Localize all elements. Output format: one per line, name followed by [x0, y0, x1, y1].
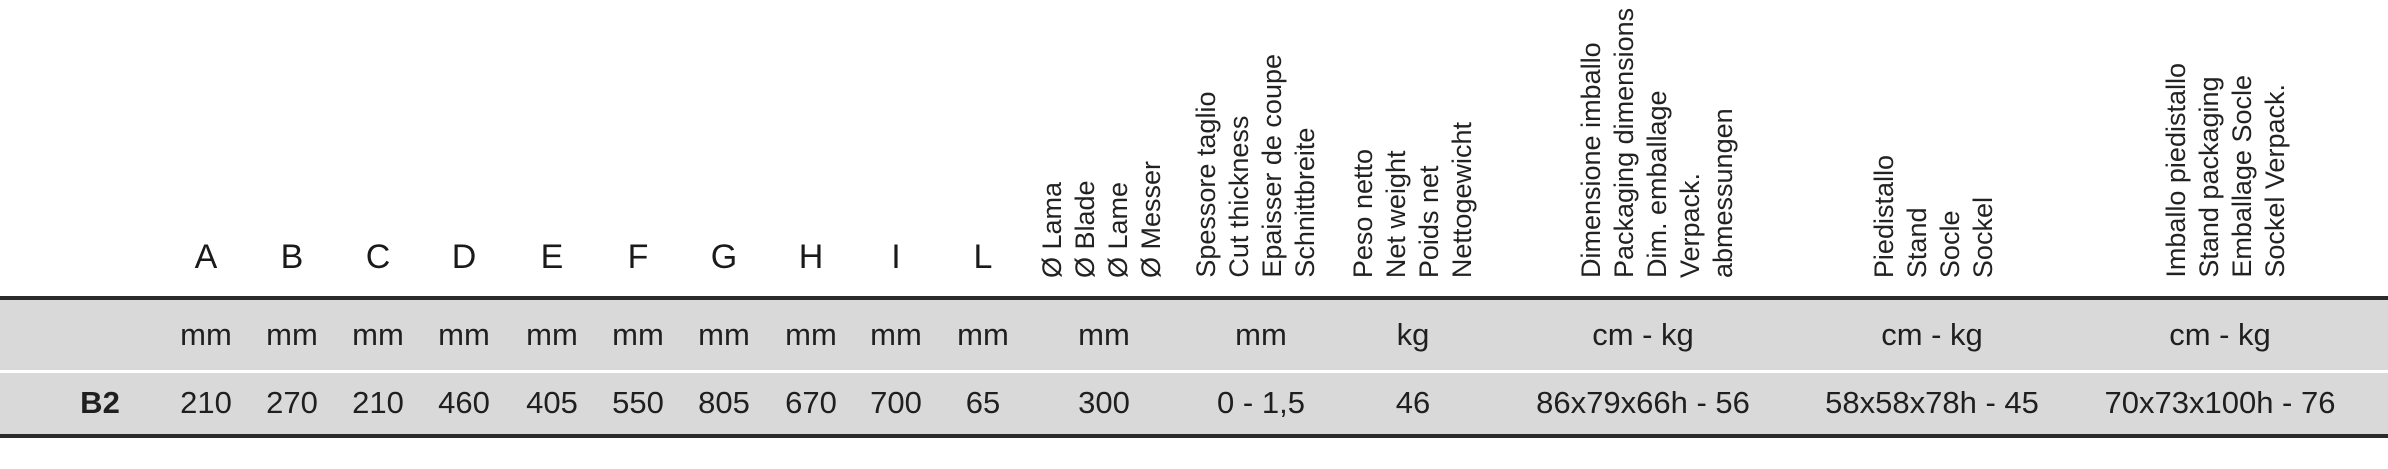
stand-packaging-label-de: Sockel Verpack.: [2260, 84, 2290, 278]
col-header-d: D: [451, 238, 477, 276]
col-header-stand-packaging: Imballo piedistallo Stand packaging Emba…: [2160, 63, 2292, 278]
col-header-e: E: [540, 238, 564, 276]
unit-cell: mm: [785, 317, 837, 352]
value-cell: 405: [526, 385, 578, 420]
cut-thickness-label-fr: Epaisser de coupe: [1257, 54, 1287, 278]
col-header-a: A: [194, 238, 218, 276]
unit-cell: mm: [870, 317, 922, 352]
stand-label-de: Sockel: [1968, 196, 1998, 278]
unit-cell: mm: [1235, 317, 1287, 352]
value-cell: 46: [1395, 385, 1431, 420]
value-cell: 58x58x78h - 45: [1825, 385, 2039, 420]
unit-cell: mm: [698, 317, 750, 352]
model-name: B2: [80, 385, 120, 420]
col-header-l: L: [973, 238, 993, 276]
blade-label-fr: Ø Lame: [1103, 181, 1133, 278]
value-cell: 70x73x100h - 76: [2104, 385, 2336, 420]
value-cell: 805: [698, 385, 750, 420]
value-cell: 550: [612, 385, 664, 420]
cut-thickness-label-en: Cut thickness: [1224, 115, 1254, 278]
table-bottom-rule: [0, 434, 2388, 438]
col-header-blade: Ø Lama Ø Blade Ø Lame Ø Messer: [1036, 161, 1168, 278]
col-header-net-weight: Peso netto Net weight Poids net Nettogew…: [1347, 122, 1479, 278]
col-header-cut-thickness: Spessore taglio Cut thickness Epaisser d…: [1190, 54, 1322, 278]
stand-label-en: Stand: [1902, 207, 1932, 278]
value-cell: 700: [870, 385, 922, 420]
blade-label-de: Ø Messer: [1136, 160, 1166, 278]
blade-label-en: Ø Blade: [1070, 180, 1100, 278]
stand-label-fr: Socle: [1935, 210, 1965, 278]
unit-cell: mm: [612, 317, 664, 352]
unit-cell: mm: [957, 317, 1009, 352]
unit-cell: mm: [180, 317, 232, 352]
value-cell: 270: [266, 385, 318, 420]
unit-cell: mm: [266, 317, 318, 352]
unit-cell: cm - kg: [2169, 317, 2271, 352]
value-cell: 65: [965, 385, 1001, 420]
col-header-stand: Piedistallo Stand Socle Sockel: [1868, 155, 2000, 278]
value-cell: 210: [180, 385, 232, 420]
stand-label-it: Piedistallo: [1869, 154, 1899, 278]
unit-cell: mm: [526, 317, 578, 352]
packaging-label-fr: Dim. emballage: [1642, 90, 1672, 278]
packaging-label-de: Verpack. abmessungen: [1675, 108, 1738, 278]
net-weight-label-fr: Poids net: [1414, 165, 1444, 278]
unit-cell: cm - kg: [1592, 317, 1694, 352]
table-row: B2 210 270 210 460 405 550 805 670 700 6…: [0, 373, 2388, 434]
col-header-b: B: [280, 238, 304, 276]
table-top-rule: [0, 296, 2388, 300]
unit-cell: mm: [438, 317, 490, 352]
cut-thickness-label-it: Spessore taglio: [1191, 91, 1221, 278]
value-cell: 86x79x66h - 56: [1536, 385, 1750, 420]
net-weight-label-en: Net weight: [1381, 150, 1411, 278]
cut-thickness-label-de: Schnittbreite: [1290, 127, 1320, 278]
col-header-c: C: [365, 238, 391, 276]
units-row: mm mm mm mm mm mm mm mm mm mm mm mm kg c…: [0, 300, 2388, 370]
value-cell: 460: [438, 385, 490, 420]
stand-packaging-label-it: Imballo piedistallo: [2161, 63, 2191, 278]
value-cell: 210: [352, 385, 404, 420]
stand-packaging-label-fr: Emballage Socle: [2227, 75, 2257, 278]
blade-label-it: Ø Lama: [1037, 181, 1067, 278]
column-header-row: A B C D E F G H I L Ø Lama Ø Blade Ø Lam…: [194, 0, 2292, 278]
unit-cell: mm: [1078, 317, 1130, 352]
col-header-h: H: [798, 238, 824, 276]
unit-cell: cm - kg: [1881, 317, 1983, 352]
stand-packaging-label-en: Stand packaging: [2194, 76, 2224, 278]
packaging-label-it: Dimensione imballo: [1576, 42, 1606, 278]
row-divider: [0, 370, 2388, 373]
net-weight-label-it: Peso netto: [1348, 148, 1378, 278]
net-weight-label-de: Nettogewicht: [1447, 121, 1477, 278]
value-cell: 300: [1078, 385, 1130, 420]
value-cell: 0 - 1,5: [1217, 385, 1305, 420]
packaging-label-en: Packaging dimensions: [1609, 7, 1639, 278]
col-header-i: I: [891, 238, 901, 276]
col-header-f: F: [627, 238, 649, 276]
col-header-g: G: [710, 238, 738, 276]
unit-cell: kg: [1396, 317, 1430, 352]
value-cell: 670: [785, 385, 837, 420]
unit-cell: mm: [352, 317, 404, 352]
col-header-packaging: Dimensione imballo Packaging dimensions …: [1575, 0, 1740, 278]
